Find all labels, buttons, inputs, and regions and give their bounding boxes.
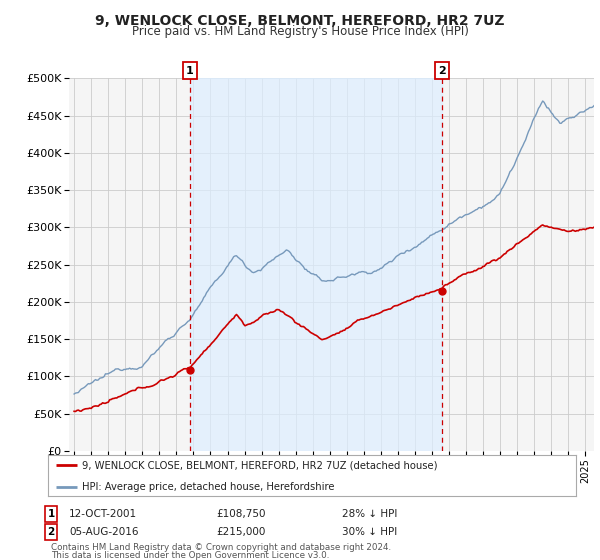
Text: £108,750: £108,750: [216, 509, 265, 519]
Text: 28% ↓ HPI: 28% ↓ HPI: [342, 509, 397, 519]
Text: 1: 1: [47, 509, 55, 519]
Text: This data is licensed under the Open Government Licence v3.0.: This data is licensed under the Open Gov…: [51, 551, 329, 560]
Bar: [190, 78, 442, 451]
Text: 9, WENLOCK CLOSE, BELMONT, HEREFORD, HR2 7UZ: 9, WENLOCK CLOSE, BELMONT, HEREFORD, HR2…: [95, 14, 505, 28]
Text: HPI: Average price, detached house, Herefordshire: HPI: Average price, detached house, Here…: [82, 482, 335, 492]
Text: 12-OCT-2001: 12-OCT-2001: [69, 509, 137, 519]
Text: 30% ↓ HPI: 30% ↓ HPI: [342, 527, 397, 537]
Text: 2: 2: [438, 66, 446, 76]
Text: 9, WENLOCK CLOSE, BELMONT, HEREFORD, HR2 7UZ (detached house): 9, WENLOCK CLOSE, BELMONT, HEREFORD, HR2…: [82, 460, 438, 470]
Text: Price paid vs. HM Land Registry's House Price Index (HPI): Price paid vs. HM Land Registry's House …: [131, 25, 469, 38]
Text: 2: 2: [47, 527, 55, 537]
Text: 1: 1: [186, 66, 194, 76]
Text: Contains HM Land Registry data © Crown copyright and database right 2024.: Contains HM Land Registry data © Crown c…: [51, 543, 391, 552]
Text: £215,000: £215,000: [216, 527, 265, 537]
Text: 05-AUG-2016: 05-AUG-2016: [69, 527, 139, 537]
